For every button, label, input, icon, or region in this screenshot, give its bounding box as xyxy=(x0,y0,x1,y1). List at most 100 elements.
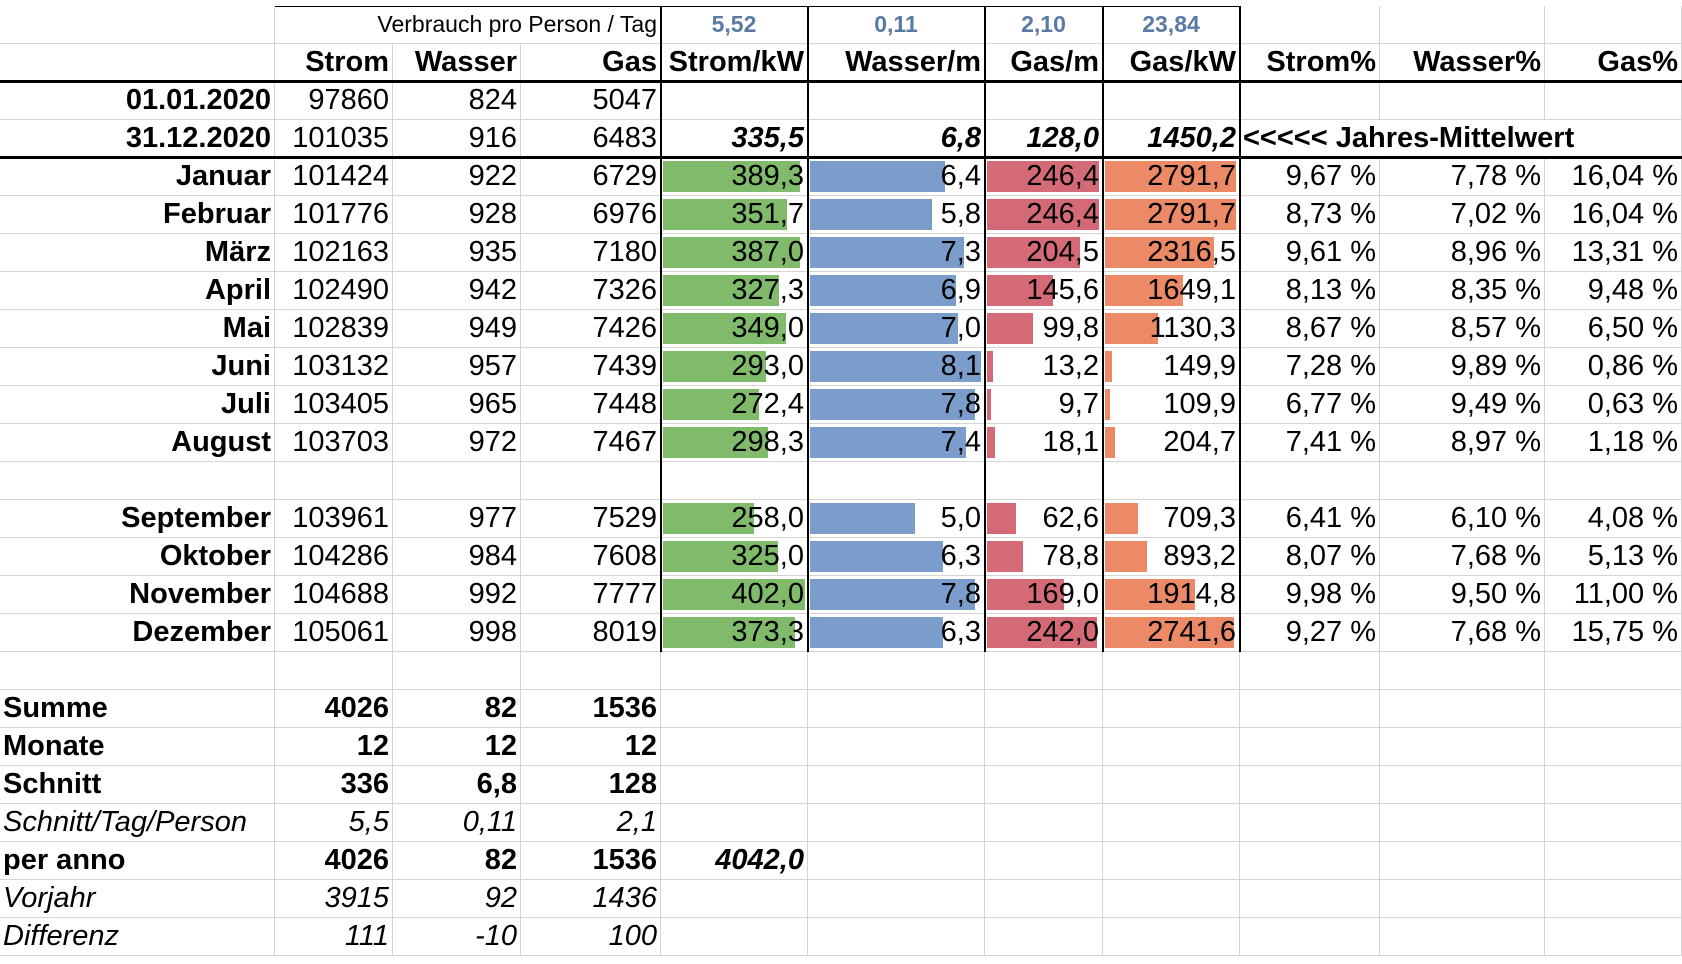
month-gas-pct[interactable]: 16,04 % xyxy=(1545,196,1682,234)
month-wasser-m[interactable]: 6,4 xyxy=(808,158,985,196)
month-gas[interactable]: 7448 xyxy=(521,386,661,424)
month-wasser[interactable]: 972 xyxy=(393,424,521,462)
month-strom-kw[interactable]: 373,3 xyxy=(661,614,808,652)
month-wasser-m[interactable]: 7,4 xyxy=(808,424,985,462)
summary-gas[interactable]: 2,1 xyxy=(521,804,661,842)
cell-empty[interactable] xyxy=(275,462,393,500)
month-strom-pct[interactable]: 9,98 % xyxy=(1240,576,1380,614)
cell-empty[interactable] xyxy=(808,652,985,690)
month-strom[interactable]: 104688 xyxy=(275,576,393,614)
month-gas-m[interactable]: 246,4 xyxy=(985,196,1103,234)
summary-gas[interactable]: 12 xyxy=(521,728,661,766)
cell-empty[interactable] xyxy=(985,918,1103,956)
column-header[interactable]: Gas/m xyxy=(985,44,1103,82)
cell-empty[interactable] xyxy=(808,918,985,956)
reading-date[interactable]: 31.12.2020 xyxy=(0,120,275,158)
month-strom[interactable]: 101776 xyxy=(275,196,393,234)
month-strom-pct[interactable]: 8,73 % xyxy=(1240,196,1380,234)
cell-empty[interactable] xyxy=(661,690,808,728)
month-name[interactable]: Januar xyxy=(0,158,275,196)
cell-empty[interactable] xyxy=(661,804,808,842)
month-strom-pct[interactable]: 9,27 % xyxy=(1240,614,1380,652)
cell-empty[interactable] xyxy=(808,880,985,918)
month-name[interactable]: Mai xyxy=(0,310,275,348)
cell-empty[interactable] xyxy=(1103,728,1240,766)
cell-empty[interactable] xyxy=(1380,728,1545,766)
month-gas-kw[interactable]: 1649,1 xyxy=(1103,272,1240,310)
summary-wasser[interactable]: 82 xyxy=(393,690,521,728)
per-person-value[interactable]: 23,84 xyxy=(1103,6,1240,44)
summary-gas[interactable]: 1436 xyxy=(521,880,661,918)
cell-empty[interactable] xyxy=(808,842,985,880)
month-gas-pct[interactable]: 9,48 % xyxy=(1545,272,1682,310)
cell-empty[interactable] xyxy=(1240,842,1380,880)
reading-strom[interactable]: 101035 xyxy=(275,120,393,158)
month-name[interactable]: April xyxy=(0,272,275,310)
cell-empty[interactable] xyxy=(808,690,985,728)
month-strom[interactable]: 102490 xyxy=(275,272,393,310)
summary-strom[interactable]: 4026 xyxy=(275,690,393,728)
cell-empty[interactable] xyxy=(808,82,985,120)
jahres-mittelwert-note[interactable]: <<<<< Jahres-Mittelwert xyxy=(1240,120,1682,158)
month-wasser-pct[interactable]: 8,97 % xyxy=(1380,424,1545,462)
month-strom-pct[interactable]: 8,13 % xyxy=(1240,272,1380,310)
month-name[interactable]: Juni xyxy=(0,348,275,386)
month-strom-kw[interactable]: 349,0 xyxy=(661,310,808,348)
summary-gas[interactable]: 100 xyxy=(521,918,661,956)
month-wasser[interactable]: 965 xyxy=(393,386,521,424)
month-wasser[interactable]: 922 xyxy=(393,158,521,196)
reading-strom[interactable]: 97860 xyxy=(275,82,393,120)
cell-empty[interactable] xyxy=(1240,652,1380,690)
month-wasser-m[interactable]: 5,8 xyxy=(808,196,985,234)
reading-gas[interactable]: 5047 xyxy=(521,82,661,120)
cell-empty[interactable] xyxy=(1545,728,1682,766)
cell-empty[interactable] xyxy=(1545,918,1682,956)
cell-empty[interactable] xyxy=(661,462,808,500)
month-gas-pct[interactable]: 11,00 % xyxy=(1545,576,1682,614)
cell-empty[interactable] xyxy=(985,880,1103,918)
month-gas-kw[interactable]: 149,9 xyxy=(1103,348,1240,386)
month-gas-kw[interactable]: 204,7 xyxy=(1103,424,1240,462)
summary-label[interactable]: per anno xyxy=(0,842,275,880)
cell-empty[interactable] xyxy=(1380,6,1545,44)
month-wasser-pct[interactable]: 7,78 % xyxy=(1380,158,1545,196)
month-gas-m[interactable]: 62,6 xyxy=(985,500,1103,538)
month-wasser[interactable]: 942 xyxy=(393,272,521,310)
avg-gas-kw[interactable]: 1450,2 xyxy=(1103,120,1240,158)
month-wasser-pct[interactable]: 9,50 % xyxy=(1380,576,1545,614)
column-header[interactable]: Gas/kW xyxy=(1103,44,1240,82)
cell-empty[interactable] xyxy=(661,82,808,120)
avg-gas-m[interactable]: 128,0 xyxy=(985,120,1103,158)
cell-empty[interactable] xyxy=(1380,766,1545,804)
cell-empty[interactable] xyxy=(1380,880,1545,918)
month-gas-kw[interactable]: 2316,5 xyxy=(1103,234,1240,272)
summary-wasser[interactable]: 0,11 xyxy=(393,804,521,842)
cell-empty[interactable] xyxy=(1545,462,1682,500)
cell-empty[interactable] xyxy=(985,842,1103,880)
avg-strom-kw[interactable]: 335,5 xyxy=(661,120,808,158)
month-gas[interactable]: 7529 xyxy=(521,500,661,538)
month-wasser[interactable]: 992 xyxy=(393,576,521,614)
cell-empty[interactable] xyxy=(0,6,275,44)
cell-empty[interactable] xyxy=(1103,690,1240,728)
cell-empty[interactable] xyxy=(1380,918,1545,956)
month-gas-pct[interactable]: 1,18 % xyxy=(1545,424,1682,462)
month-strom-kw[interactable]: 325,0 xyxy=(661,538,808,576)
per-person-value[interactable]: 0,11 xyxy=(808,6,985,44)
month-gas-m[interactable]: 242,0 xyxy=(985,614,1103,652)
month-wasser-pct[interactable]: 9,89 % xyxy=(1380,348,1545,386)
summary-label[interactable]: Differenz xyxy=(0,918,275,956)
month-wasser-m[interactable]: 5,0 xyxy=(808,500,985,538)
month-strom-kw[interactable]: 327,3 xyxy=(661,272,808,310)
month-strom-kw[interactable]: 402,0 xyxy=(661,576,808,614)
cell-empty[interactable] xyxy=(1240,728,1380,766)
month-wasser-m[interactable]: 7,8 xyxy=(808,576,985,614)
month-wasser[interactable]: 949 xyxy=(393,310,521,348)
month-wasser-pct[interactable]: 8,35 % xyxy=(1380,272,1545,310)
month-strom-kw[interactable]: 351,7 xyxy=(661,196,808,234)
month-wasser-pct[interactable]: 8,96 % xyxy=(1380,234,1545,272)
summary-wasser[interactable]: 12 xyxy=(393,728,521,766)
month-strom[interactable]: 103703 xyxy=(275,424,393,462)
month-name[interactable]: November xyxy=(0,576,275,614)
month-strom[interactable]: 102839 xyxy=(275,310,393,348)
